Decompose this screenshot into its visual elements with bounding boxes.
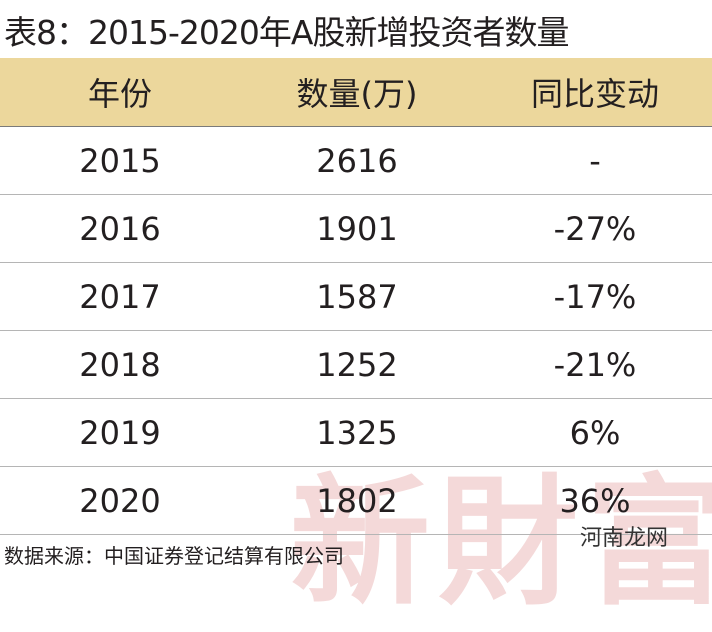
header-cell: 数量(万) (296, 75, 418, 113)
table-cell: 1802 (316, 481, 398, 520)
table-cell: -21% (553, 345, 637, 384)
table-cell: 1901 (316, 209, 398, 248)
table-cell: 1252 (316, 345, 398, 384)
table-cell: 2015 (79, 141, 161, 180)
watermark: 河南龙网 (580, 526, 669, 551)
header-cell: 同比变动 (530, 75, 659, 113)
header-cell: 年份 (87, 75, 152, 113)
table-row: 2016 1901 -27% (0, 195, 712, 263)
page: 新財富 表8：2015-2020年A股新增投资者数量 年份 数量(万) 同比变动 20… (0, 13, 712, 625)
table-cell: -17% (553, 277, 637, 316)
table-cell: 1587 (316, 277, 398, 316)
table-row: 2018 1252 -21% (0, 331, 712, 399)
table-cell: 36% (559, 481, 631, 520)
table: 年份 数量(万) 同比变动 2015 2616 - 2016 1901 -27% 2017 1587… (0, 58, 712, 535)
table-cell: 2016 (79, 209, 161, 248)
table-title: 表8：2015-2020年A股新增投资者数量 (4, 13, 569, 52)
table-cell: 1325 (316, 413, 398, 452)
table-cell: 6% (569, 413, 621, 452)
table-row: 2019 1325 6% (0, 399, 712, 467)
table-cell: 2017 (79, 277, 161, 316)
table-cell: -27% (553, 209, 637, 248)
source-note: 数据来源：中国证券登记结算有限公司 (4, 544, 344, 568)
table-row: 2015 2616 - (0, 127, 712, 195)
table-cell: 2019 (79, 413, 161, 452)
table-cell: - (589, 141, 601, 180)
table-cell: 2616 (316, 141, 398, 180)
table-cell: 2018 (79, 345, 161, 384)
header-row: 年份 数量(万) 同比变动 (0, 58, 712, 127)
table-row: 2020 1802 36% (0, 467, 712, 535)
table-cell: 2020 (79, 481, 161, 520)
table-row: 2017 1587 -17% (0, 263, 712, 331)
